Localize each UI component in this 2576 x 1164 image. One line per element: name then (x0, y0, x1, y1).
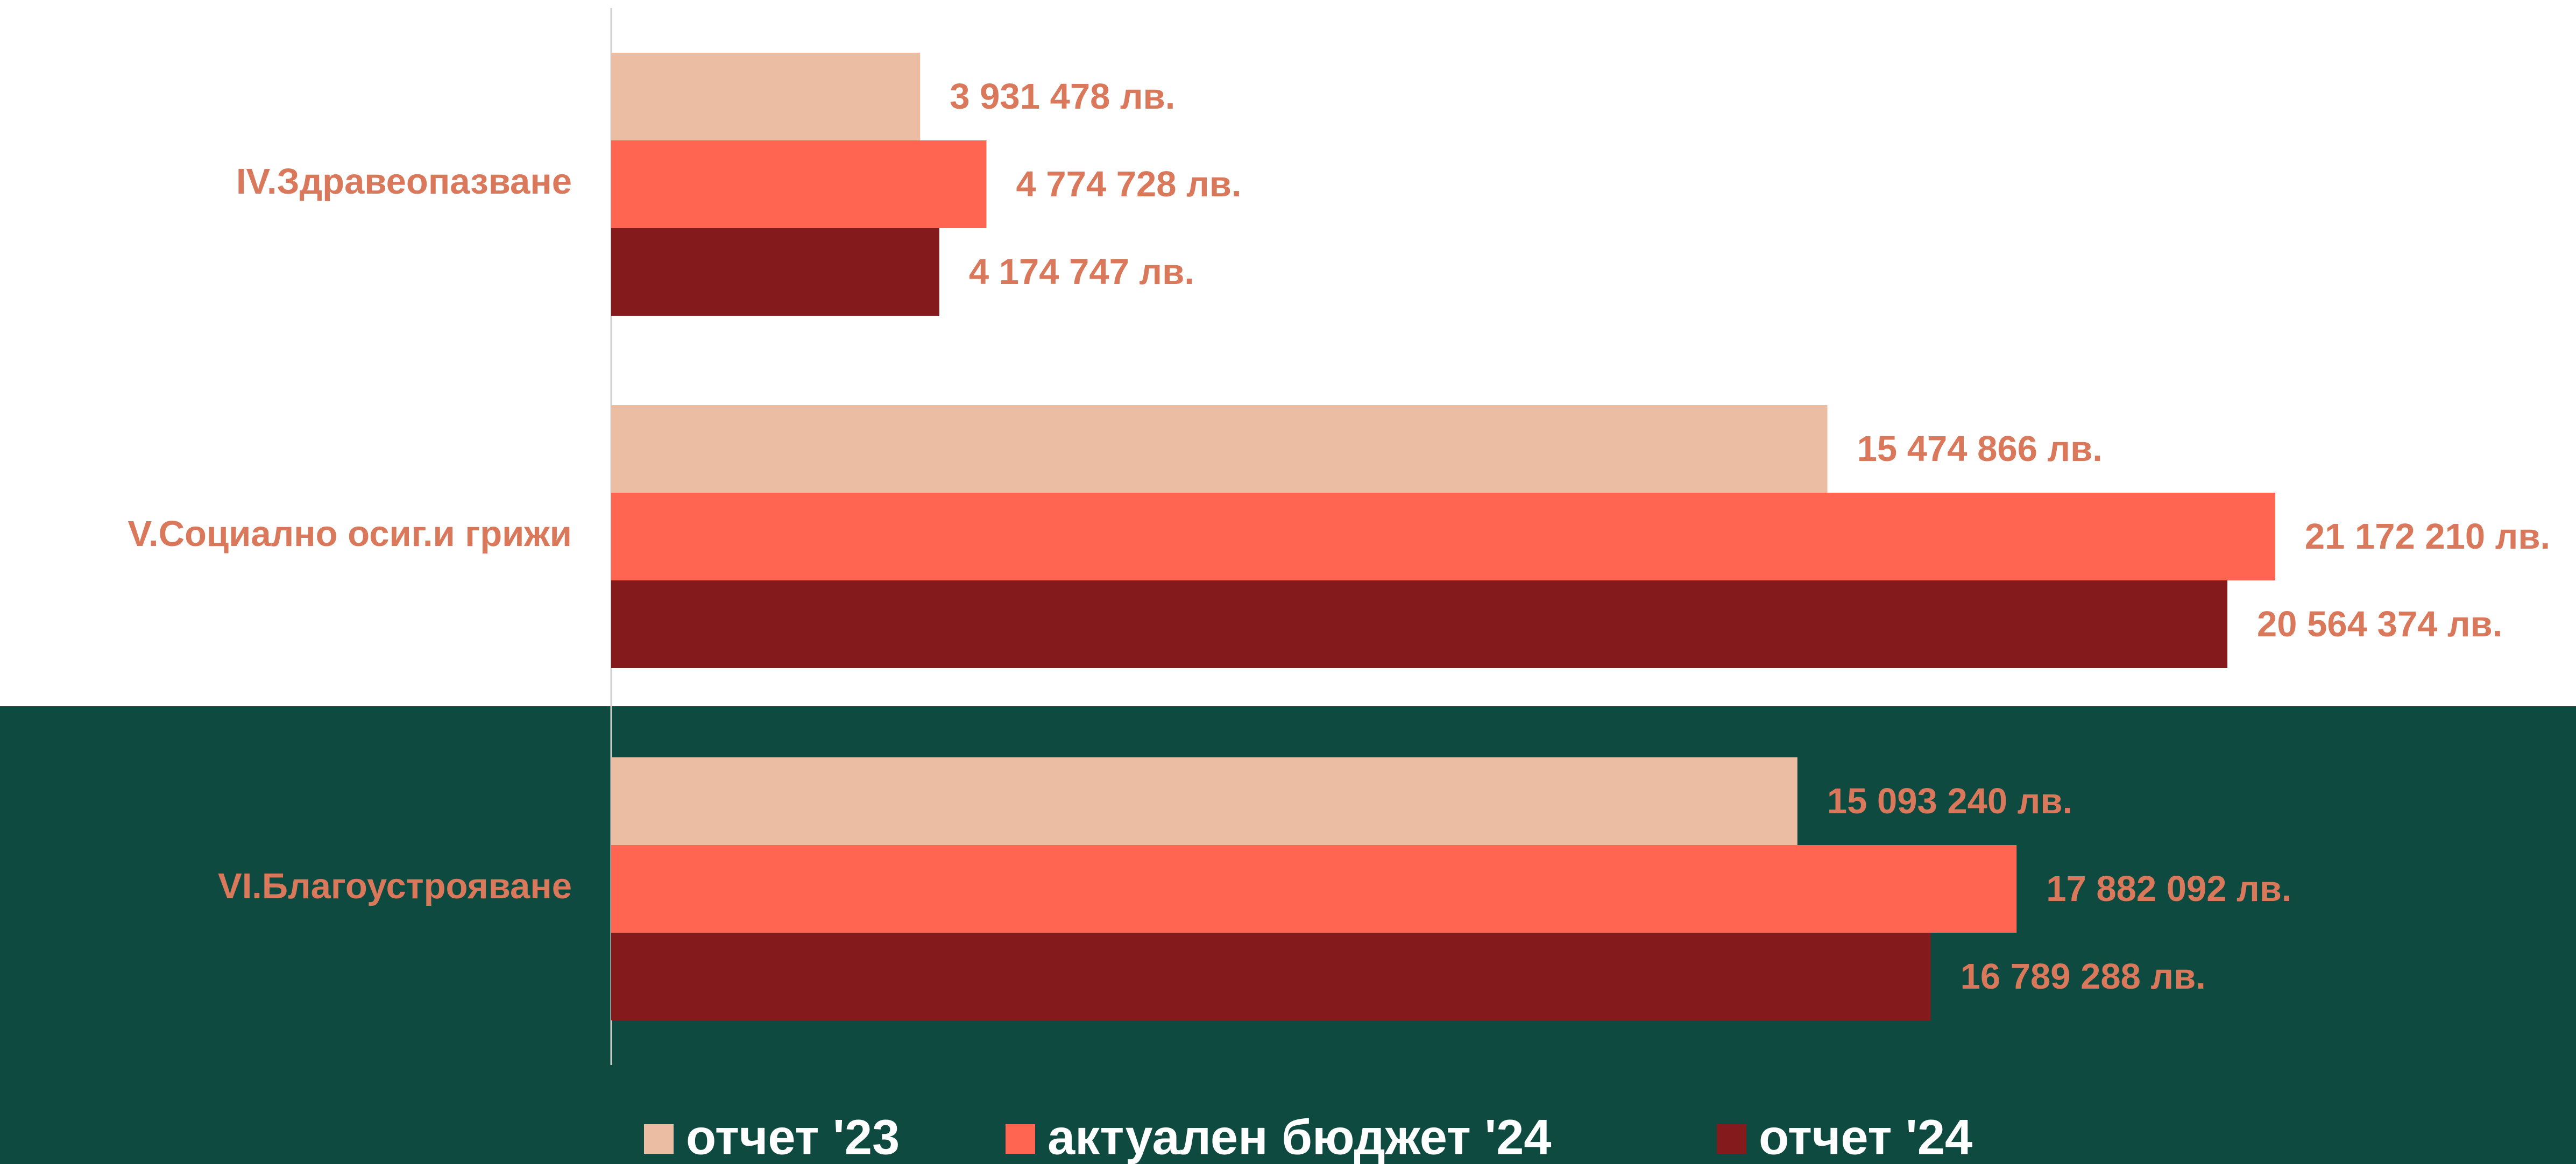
legend-swatch (1717, 1124, 1746, 1154)
category-label: IV.Здравеопазване (236, 161, 572, 202)
legend-label: отчет '24 (1759, 1110, 1972, 1164)
bar (611, 405, 1828, 493)
value-label: 3 931 478 лв. (950, 76, 1175, 117)
value-label: 15 093 240 лв. (1827, 781, 2072, 821)
value-label: 4 174 747 лв. (969, 252, 1194, 292)
legend-label: актуален бюджет '24 (1048, 1110, 1552, 1164)
value-label: 16 789 288 лв. (1961, 956, 2206, 997)
bar (611, 493, 2275, 580)
bar (611, 933, 1931, 1020)
bar (611, 140, 987, 228)
value-label: 21 172 210 лв. (2305, 516, 2550, 557)
value-label: 15 474 866 лв. (1857, 429, 2103, 469)
bar (611, 580, 2228, 668)
bar (611, 757, 1797, 845)
legend-label: отчет '23 (686, 1110, 900, 1164)
category-label: VI.Благоустрояване (218, 866, 572, 906)
bar (611, 228, 939, 316)
legend-swatch (644, 1124, 674, 1154)
value-label: 20 564 374 лв. (2257, 604, 2502, 644)
bar (611, 845, 2017, 933)
value-label: 4 774 728 лв. (1016, 164, 1241, 204)
value-label: 17 882 092 лв. (2046, 869, 2291, 909)
category-label: V.Социално осиг.и грижи (128, 514, 572, 554)
bar (611, 53, 921, 140)
legend-swatch (1006, 1124, 1035, 1154)
